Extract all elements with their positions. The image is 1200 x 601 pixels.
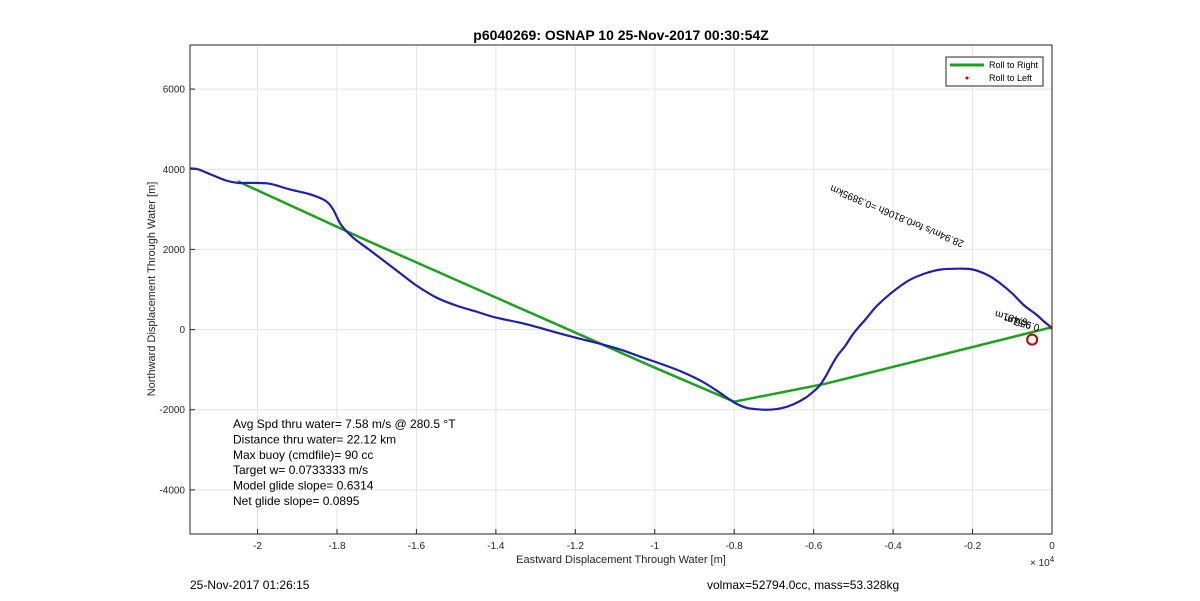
stats-line: Model glide slope= 0.6314 (233, 479, 374, 493)
roll-to-right-line (237, 180, 1053, 403)
legend-dot-roll-left (965, 76, 969, 80)
x-axis-ticks: -2 -1.8 -1.6 -1.4 -1.2 -1 -0.8 -0.6 -0.4 -0.2 0 (253, 529, 1055, 552)
x-tick-label: -2 (253, 541, 262, 552)
y-tick-label: 2000 (163, 245, 186, 256)
circle-marker (1026, 333, 1039, 346)
x-tick-label: -1.2 (567, 541, 585, 552)
x-axis-exponent-power: 4 (1050, 555, 1055, 564)
stats-line: Max buoy (cmdfile)= 90 cc (233, 448, 373, 462)
x-tick-label: -1 (650, 541, 659, 552)
x-tick-label: -0.4 (884, 541, 902, 552)
stats-line: Target w= 0.0733333 m/s (233, 463, 368, 477)
x-tick-label: -1.6 (408, 541, 426, 552)
x-tick-label: -0.6 (805, 541, 823, 552)
annotations: 28.94m/s for0.8106h =0.3895km6.481m9.51m… (829, 182, 1041, 332)
y-axis-ticks: -4000 -2000 0 2000 4000 6000 (159, 85, 195, 496)
chart-title: p6040269: OSNAP 10 25-Nov-2017 00:30:54Z (473, 27, 769, 43)
y-tick-label: 0 (179, 325, 185, 336)
y-axis-label: Northward Displacement Through Water [m] (146, 182, 158, 397)
x-axis-exponent-base: × 10 (1030, 558, 1050, 569)
legend: Roll to Right Roll to Left (945, 56, 1044, 87)
y-tick-label: -2000 (159, 405, 185, 416)
x-tick-label: -1.4 (487, 541, 505, 552)
legend-label-roll-left: Roll to Left (989, 73, 1033, 83)
y-tick-label: -4000 (159, 485, 185, 496)
axes-box (189, 44, 1053, 535)
y-tick-label: 4000 (163, 165, 186, 176)
x-tick-label: -0.2 (964, 541, 982, 552)
legend-label-roll-right: Roll to Right (989, 60, 1039, 70)
x-tick-label: 0 (1049, 541, 1055, 552)
roll-to-left-point (1048, 325, 1052, 329)
stats-line: Distance thru water= 22.12 km (233, 432, 396, 446)
footer-volmax-mass: volmax=52794.0cc, mass=53.328kg (707, 578, 900, 592)
annotation-text: 28.94m/s for0.8106h =0.3895km (829, 182, 966, 248)
glider-track-line (189, 167, 1053, 411)
stats-line: Net glide slope= 0.0895 (233, 494, 360, 508)
x-tick-label: -0.8 (726, 541, 744, 552)
x-tick-label: -1.8 (328, 541, 346, 552)
x-axis-exponent: × 104 (1030, 555, 1055, 569)
stats-line: Avg Spd thru water= 7.58 m/s @ 280.5 °T (233, 417, 456, 431)
legend-box (945, 56, 1044, 87)
stats-block: Avg Spd thru water= 7.58 m/s @ 280.5 °TD… (233, 417, 456, 508)
footer-timestamp: 25-Nov-2017 01:26:15 (190, 578, 310, 592)
data-lines (189, 167, 1053, 411)
x-axis-label: Eastward Displacement Through Water [m] (516, 554, 726, 566)
y-tick-label: 6000 (163, 85, 186, 96)
